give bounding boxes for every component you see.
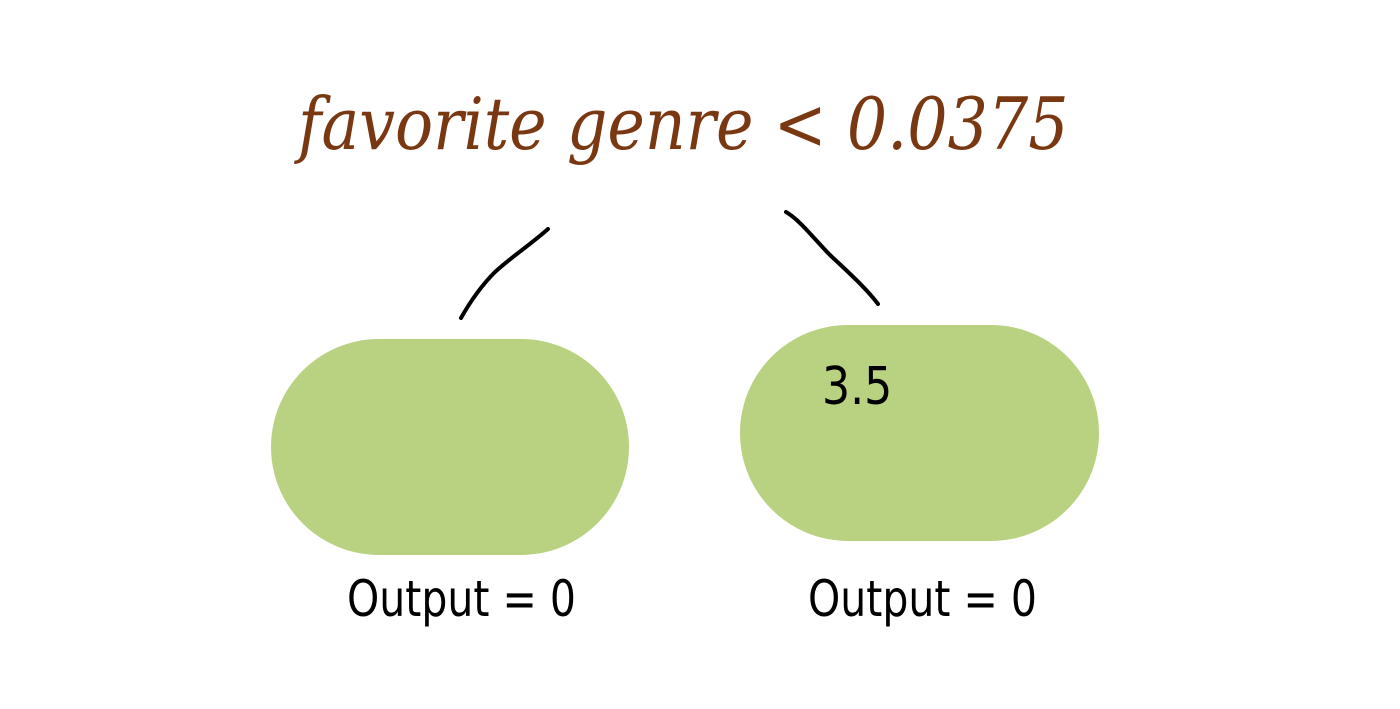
left-leaf-node: [271, 339, 629, 555]
right-leaf-output: Output = 0: [808, 570, 1037, 628]
right-leaf-node: 3.5: [740, 325, 1099, 541]
right-branch-edge: [784, 210, 880, 306]
left-leaf-output: Output = 0: [347, 570, 576, 628]
left-branch-edge: [459, 227, 550, 320]
right-leaf-value: 3.5: [822, 357, 893, 417]
